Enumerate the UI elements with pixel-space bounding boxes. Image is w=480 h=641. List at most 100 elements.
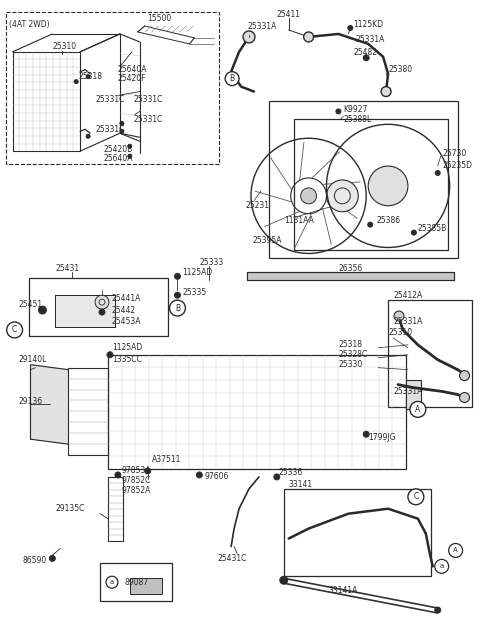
- Bar: [100, 563, 171, 601]
- Circle shape: [435, 171, 440, 176]
- Circle shape: [196, 472, 203, 478]
- Text: C: C: [413, 492, 419, 501]
- Bar: [269, 101, 457, 258]
- Text: 25412A: 25412A: [393, 290, 422, 300]
- Bar: [6, 12, 219, 164]
- Text: B: B: [229, 74, 235, 83]
- Circle shape: [363, 431, 369, 437]
- Circle shape: [106, 576, 118, 588]
- Text: 29136: 29136: [19, 397, 43, 406]
- Text: 1335CC: 1335CC: [112, 355, 142, 364]
- Bar: [55, 295, 115, 327]
- Bar: [108, 354, 406, 469]
- Text: 97606: 97606: [204, 472, 228, 481]
- Text: 25331A: 25331A: [247, 22, 276, 31]
- Circle shape: [363, 54, 369, 61]
- Text: A37511: A37511: [152, 454, 181, 463]
- Text: 1799JG: 1799JG: [368, 433, 396, 442]
- Circle shape: [169, 300, 185, 316]
- Circle shape: [459, 392, 469, 403]
- Text: 25451: 25451: [19, 299, 43, 308]
- Text: a: a: [440, 563, 444, 569]
- Text: 33141A: 33141A: [328, 586, 358, 595]
- Bar: [12, 52, 80, 151]
- Circle shape: [368, 222, 372, 227]
- Circle shape: [381, 87, 391, 97]
- Bar: [130, 578, 162, 594]
- Text: 25640A: 25640A: [118, 65, 147, 74]
- Text: K9927: K9927: [343, 105, 368, 114]
- Circle shape: [144, 468, 151, 474]
- Circle shape: [435, 560, 449, 573]
- Text: 25333: 25333: [199, 258, 224, 267]
- Text: 25318: 25318: [338, 340, 362, 349]
- Text: 25431: 25431: [55, 264, 80, 273]
- Text: A: A: [453, 547, 458, 553]
- Text: 25482: 25482: [353, 48, 377, 57]
- Circle shape: [128, 154, 132, 158]
- Circle shape: [128, 144, 132, 148]
- Bar: [388, 300, 472, 408]
- Text: 25431C: 25431C: [217, 554, 247, 563]
- Text: 25331A: 25331A: [355, 35, 384, 44]
- Circle shape: [348, 26, 353, 31]
- Circle shape: [95, 295, 109, 309]
- Circle shape: [7, 322, 23, 338]
- Text: 25385B: 25385B: [418, 224, 447, 233]
- Text: a: a: [110, 579, 114, 585]
- Text: 15500: 15500: [148, 13, 172, 22]
- Text: 97852C: 97852C: [122, 476, 151, 485]
- Text: 25336: 25336: [279, 469, 303, 478]
- Text: 25310: 25310: [388, 328, 412, 337]
- Text: 25231: 25231: [245, 201, 269, 210]
- Circle shape: [225, 72, 239, 86]
- Text: 25453A: 25453A: [112, 317, 142, 326]
- Text: 25730: 25730: [443, 149, 467, 158]
- Text: 1125KD: 1125KD: [353, 19, 384, 28]
- Text: (4AT 2WD): (4AT 2WD): [9, 19, 49, 28]
- Text: 25331A: 25331A: [393, 387, 422, 396]
- Bar: [108, 477, 123, 542]
- Text: 1125AD: 1125AD: [112, 344, 142, 353]
- Text: 25318: 25318: [78, 72, 102, 81]
- Polygon shape: [31, 365, 68, 444]
- Text: 26356: 26356: [338, 264, 363, 273]
- Text: 25395A: 25395A: [253, 236, 283, 245]
- Text: 25640A: 25640A: [104, 154, 133, 163]
- Text: 25441A: 25441A: [112, 294, 141, 303]
- Text: 25331C: 25331C: [95, 95, 124, 104]
- Text: B: B: [175, 304, 180, 313]
- Circle shape: [435, 607, 441, 613]
- Text: 25420F: 25420F: [118, 74, 146, 83]
- Bar: [247, 272, 454, 280]
- Text: 97852A: 97852A: [122, 487, 151, 495]
- Circle shape: [74, 79, 78, 83]
- Text: A: A: [415, 405, 420, 414]
- Text: 1131AA: 1131AA: [284, 216, 313, 225]
- Text: 25235D: 25235D: [443, 160, 473, 170]
- Circle shape: [175, 292, 180, 298]
- Text: 29140L: 29140L: [19, 355, 47, 364]
- Text: 1125AD: 1125AD: [182, 268, 213, 277]
- Text: 25331A: 25331A: [393, 317, 422, 326]
- Text: 25386: 25386: [376, 216, 400, 225]
- Circle shape: [408, 489, 424, 504]
- Text: 25380: 25380: [388, 65, 412, 74]
- Text: 25442: 25442: [112, 306, 136, 315]
- Circle shape: [459, 370, 469, 381]
- Text: 25310: 25310: [52, 42, 76, 51]
- Bar: [284, 489, 431, 576]
- Text: 33141: 33141: [289, 480, 313, 489]
- Circle shape: [410, 401, 426, 417]
- Circle shape: [368, 166, 408, 206]
- Bar: [28, 278, 168, 336]
- Circle shape: [449, 544, 463, 558]
- Text: 97853A: 97853A: [122, 467, 151, 476]
- Circle shape: [86, 134, 90, 138]
- Circle shape: [107, 352, 113, 358]
- Circle shape: [280, 576, 288, 584]
- Circle shape: [120, 129, 124, 133]
- Text: 25335: 25335: [182, 288, 207, 297]
- Circle shape: [326, 180, 358, 212]
- Text: 89087: 89087: [125, 578, 149, 587]
